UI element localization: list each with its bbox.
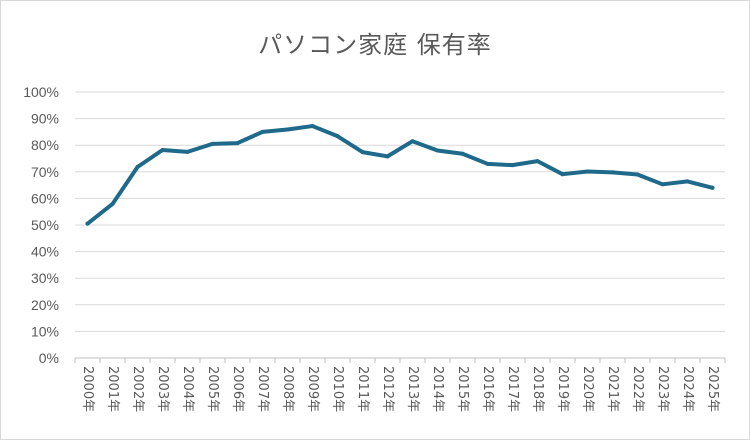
x-tick-label: 2005年 [205, 366, 220, 412]
y-tick-labels: 0% 10% 20% 30% 40% 50% 60% 70% 80% 90% 100% [23, 84, 59, 366]
data-point [510, 163, 515, 168]
x-axis [74, 357, 726, 363]
y-tick-label: 60% [31, 190, 59, 206]
x-tick-label: 2014年 [430, 366, 445, 412]
x-tick-label: 2018年 [530, 366, 545, 412]
series-line [85, 124, 715, 226]
y-tick-label: 30% [31, 270, 59, 286]
x-tick-label: 2019年 [555, 366, 570, 412]
y-tick-label: 90% [31, 111, 59, 127]
data-point [535, 159, 540, 164]
x-tick-labels: 2000年 2001年 2002年 2003年 2004年 2005年 2006年 2007年… [80, 366, 720, 412]
data-point [460, 151, 465, 156]
data-point [660, 182, 665, 187]
data-point [85, 221, 90, 226]
x-tick-label: 2025年 [705, 366, 720, 412]
x-tick-label: 2001年 [105, 366, 120, 412]
y-tick-label: 70% [31, 164, 59, 180]
y-tick-label: 0% [39, 350, 59, 366]
data-point [685, 179, 690, 184]
gridlines [75, 91, 725, 332]
data-point [610, 170, 615, 175]
x-tick-label: 2017年 [505, 366, 520, 412]
data-point [160, 147, 165, 152]
data-point [710, 185, 715, 190]
data-point [285, 127, 290, 132]
y-tick-label: 80% [31, 137, 59, 153]
data-point [235, 141, 240, 146]
x-tick-label: 2002年 [130, 366, 145, 412]
data-point [110, 201, 115, 206]
data-point [210, 141, 215, 146]
y-tick-label: 100% [23, 84, 59, 100]
x-tick-label: 2003年 [155, 366, 170, 412]
chart-title: パソコン家庭 保有率 [258, 31, 492, 59]
data-point [335, 134, 340, 139]
data-point [360, 150, 365, 155]
data-point [385, 154, 390, 159]
y-tick-label: 40% [31, 244, 59, 260]
x-tick-label: 2006年 [230, 366, 245, 412]
x-tick-label: 2000年 [80, 366, 95, 412]
data-point [410, 139, 415, 144]
data-point [185, 149, 190, 154]
y-tick-label: 20% [31, 297, 59, 313]
y-tick-label: 50% [31, 217, 59, 233]
y-tick-label: 10% [31, 323, 59, 339]
x-tick-label: 2008年 [280, 366, 295, 412]
data-point [435, 148, 440, 153]
x-tick-label: 2011年 [355, 366, 370, 412]
x-tick-label: 2015年 [455, 366, 470, 412]
data-point [135, 165, 140, 170]
x-tick-label: 2007年 [255, 366, 270, 412]
x-tick-label: 2012年 [380, 366, 395, 412]
x-tick-label: 2021年 [605, 366, 620, 412]
data-point [635, 172, 640, 177]
data-point [585, 169, 590, 174]
data-point [310, 124, 315, 129]
x-tick-label: 2009年 [305, 366, 320, 412]
x-tick-label: 2016年 [480, 366, 495, 412]
x-tick-label: 2022年 [630, 366, 645, 412]
x-tick-label: 2023年 [655, 366, 670, 412]
x-tick-label: 2010年 [330, 366, 345, 412]
x-tick-label: 2020年 [580, 366, 595, 412]
x-tick-label: 2024年 [680, 366, 695, 412]
data-point [485, 161, 490, 166]
series-layer [85, 124, 715, 226]
x-tick-label: 2013年 [405, 366, 420, 412]
data-point [560, 172, 565, 177]
x-tick-label: 2004年 [180, 366, 195, 412]
data-point [260, 129, 265, 134]
